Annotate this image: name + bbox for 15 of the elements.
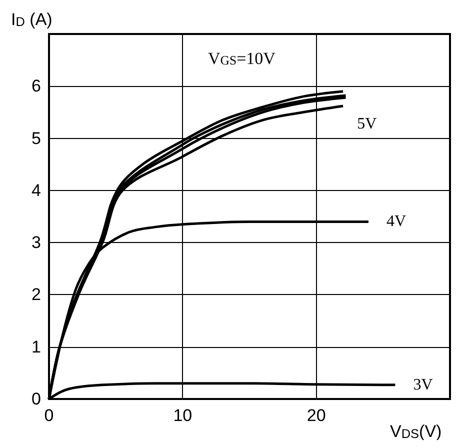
series-label: 5V <box>357 115 378 132</box>
y-tick-label: 3 <box>32 233 41 252</box>
y-tick-label: 2 <box>32 285 41 304</box>
y-tick-label: 1 <box>32 337 41 356</box>
x-tick-label: 10 <box>173 406 192 425</box>
y-tick-label: 4 <box>32 180 41 200</box>
y-tick-label: 6 <box>32 76 41 96</box>
x-tick-label: 20 <box>306 406 326 425</box>
y-tick-label: 5 <box>32 128 41 148</box>
annotation: VGS=10V <box>208 49 276 68</box>
y-tick-label: 0 <box>32 390 41 408</box>
series-label: 4V <box>386 213 406 230</box>
series-label: 3V <box>413 376 434 394</box>
y-axis-title: ID (A) <box>11 10 52 29</box>
x-tick-label: 0 <box>44 406 54 425</box>
